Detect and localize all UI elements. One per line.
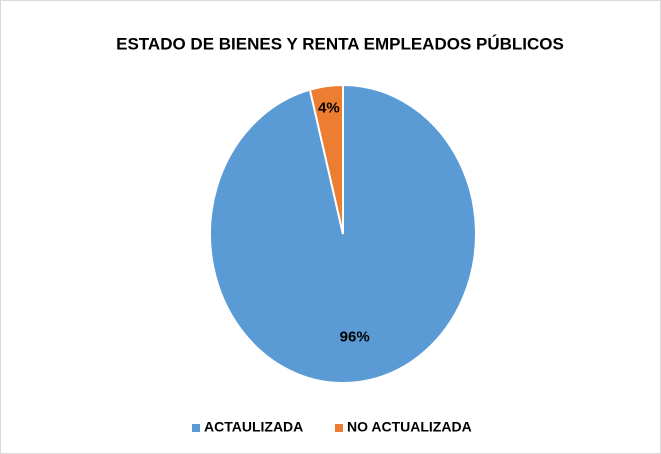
legend-label: ACTAULIZADA [204,419,303,435]
data-label: 4% [318,99,340,116]
legend-label: NO ACTUALIZADA [347,419,472,435]
legend-swatch [335,424,343,432]
data-label: 96% [340,328,370,345]
legend-swatch [192,424,200,432]
pie-slice [308,83,344,235]
chart-title: ESTADO DE BIENES Y RENTA EMPLEADOS PÚBLI… [116,34,564,53]
